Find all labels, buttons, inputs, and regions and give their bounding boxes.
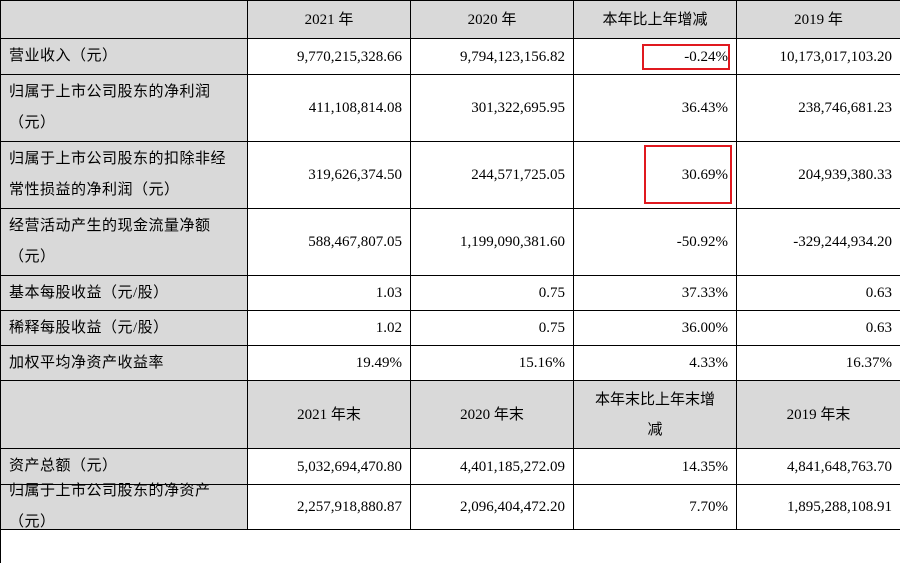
header-2021: 2021 年 [248,1,411,39]
cell-diluted-eps-2019: 0.63 [737,311,900,346]
header2-2020: 2020 年末 [411,381,574,449]
header-2020: 2020 年 [411,1,574,39]
cell-deducted-2019: 204,939,380.33 [737,142,900,209]
cell-cash-flow-change: -50.92% [574,209,737,276]
cell-revenue-2020: 9,794,123,156.82 [411,39,574,75]
header2-change: 本年末比上年末增减 [574,381,737,449]
cell-cash-flow-2021: 588,467,807.05 [248,209,411,276]
row-label-basic-eps: 基本每股收益（元/股） [1,276,248,311]
row-label-operating-cash-flow: 经营活动产生的现金流量净额（元） [1,209,248,276]
cell-diluted-eps-2020: 0.75 [411,311,574,346]
cell-cash-flow-2019: -329,244,934.20 [737,209,900,276]
cell-assets-change: 14.35% [574,449,737,485]
header2-2021: 2021 年末 [248,381,411,449]
cell-net-profit-2020: 301,322,695.95 [411,75,574,142]
cell-revenue-change-value: -0.24% [684,48,728,65]
highlight-box-deducted [644,145,732,204]
cell-basic-eps-2021: 1.03 [248,276,411,311]
row-label-total-assets: 资产总额（元） [1,449,248,485]
row-label-diluted-eps: 稀释每股收益（元/股） [1,311,248,346]
cell-deducted-2021: 319,626,374.50 [248,142,411,209]
row-label-net-profit: 归属于上市公司股东的净利润（元） [1,75,248,142]
cell-diluted-eps-change: 36.00% [574,311,737,346]
cell-roe-2020: 15.16% [411,346,574,381]
header2-corner [1,381,248,449]
row-label-deducted-net-profit: 归属于上市公司股东的扣除非经常性损益的净利润（元） [1,142,248,209]
cell-revenue-2019: 10,173,017,103.20 [737,39,900,75]
row-label-net-assets: 归属于上市公司股东的净资产（元） [1,483,248,530]
cell-assets-2019: 4,841,648,763.70 [737,449,900,485]
cell-assets-2020: 4,401,185,272.09 [411,449,574,485]
header-corner [1,1,248,39]
header2-2019: 2019 年末 [737,381,900,449]
cell-net-assets-change: 7.70% [574,485,737,530]
cell-net-profit-change: 36.43% [574,75,737,142]
row-label-revenue: 营业收入（元） [1,39,248,75]
cell-net-assets-2020: 2,096,404,472.20 [411,485,574,530]
cell-net-assets-2021: 2,257,918,880.87 [248,485,411,530]
cell-basic-eps-change: 37.33% [574,276,737,311]
cell-roe-change: 4.33% [574,346,737,381]
cell-net-profit-2021: 411,108,814.08 [248,75,411,142]
cell-assets-2021: 5,032,694,470.80 [248,449,411,485]
header-2019: 2019 年 [737,1,900,39]
cell-basic-eps-2020: 0.75 [411,276,574,311]
cell-deducted-change-value: 30.69% [681,167,728,183]
cell-diluted-eps-2021: 1.02 [248,311,411,346]
highlight-box-revenue [642,44,730,70]
cell-roe-2021: 19.49% [248,346,411,381]
cell-roe-2019: 16.37% [737,346,900,381]
cell-cash-flow-2020: 1,199,090,381.60 [411,209,574,276]
row-label-weighted-roe: 加权平均净资产收益率 [1,346,248,381]
cell-deducted-change: 30.69% [574,142,737,209]
cell-revenue-2021: 9,770,215,328.66 [248,39,411,75]
cell-revenue-change: -0.24% [574,39,737,75]
cell-basic-eps-2019: 0.63 [737,276,900,311]
cell-net-assets-2019: 1,895,288,108.91 [737,485,900,530]
cell-deducted-2020: 244,571,725.05 [411,142,574,209]
header-change: 本年比上年增减 [574,1,737,39]
cell-net-profit-2019: 238,746,681.23 [737,75,900,142]
